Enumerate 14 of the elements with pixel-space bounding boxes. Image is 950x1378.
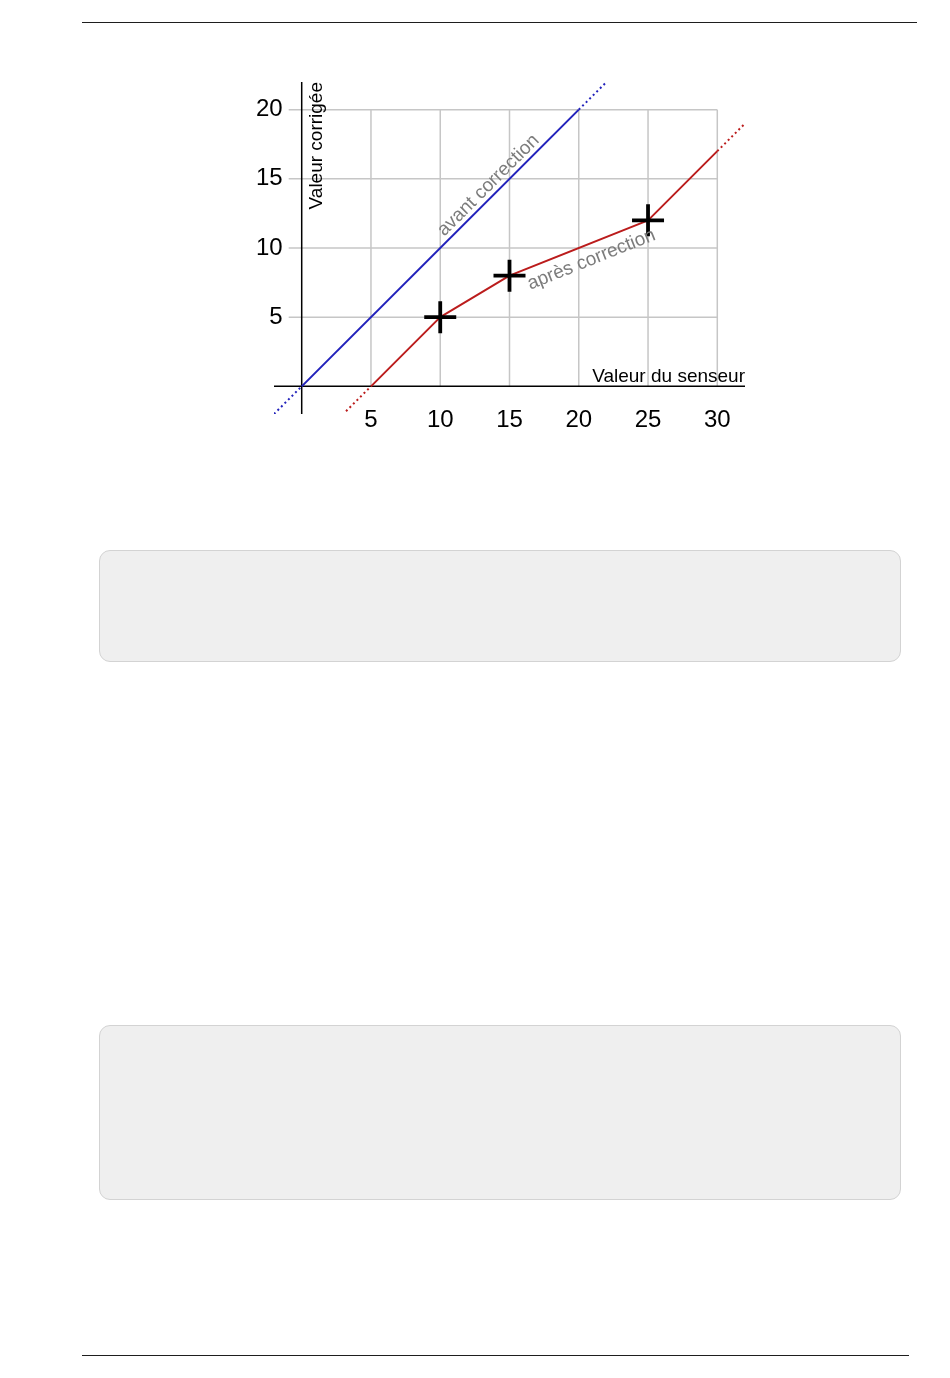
- x-tick-label: 30: [703, 404, 731, 432]
- x-tick-label: 25: [634, 404, 662, 432]
- y-axis-title: Valeur corrigée: [304, 82, 326, 210]
- x-tick-label: 5: [364, 404, 378, 432]
- y-tick-label: 5: [269, 301, 283, 329]
- x-tick-label: 10: [426, 404, 454, 432]
- x-axis-title: Valeur du senseur: [592, 365, 746, 387]
- y-tick-label: 15: [256, 163, 283, 191]
- y-tick-label: 10: [256, 232, 283, 260]
- x-tick-label: 20: [565, 404, 593, 432]
- point: [493, 259, 526, 292]
- x-tick-label: 15: [496, 404, 523, 432]
- point: [424, 301, 457, 334]
- y-tick-label: 20: [256, 94, 283, 122]
